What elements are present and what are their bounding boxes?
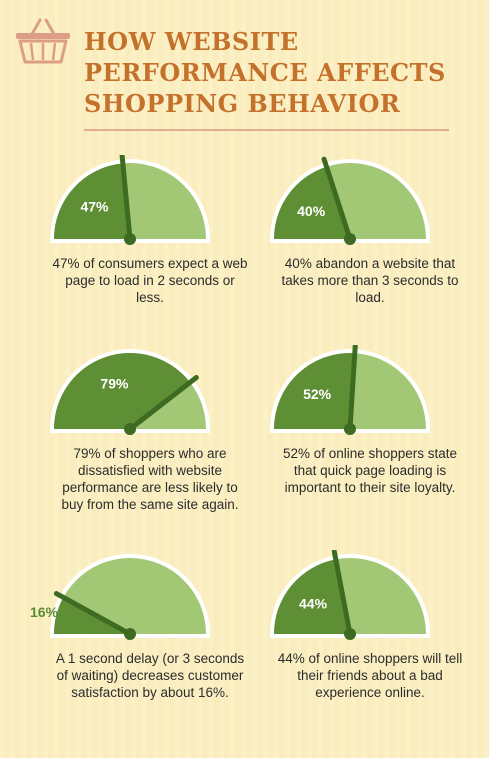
gauge-percent-label: 52% — [303, 386, 332, 402]
gauge-value-arc — [274, 559, 350, 634]
gauge-needle — [347, 345, 358, 432]
shopping-basket-icon — [16, 18, 70, 64]
gauge-percent-label: 47% — [80, 199, 109, 215]
gauge — [50, 554, 210, 640]
gauge: 40% — [270, 156, 430, 245]
gauge: 52% — [270, 345, 430, 435]
stat-caption: 47% of consumers expect a web page to lo… — [52, 256, 248, 305]
page-title: HOW WEBSITE PERFORMANCE AFFECTS SHOPPING… — [84, 27, 446, 118]
stat-caption: 44% of online shoppers will tell their f… — [277, 651, 463, 700]
gauge-percent-label: 44% — [299, 595, 328, 611]
gauge-value-arc — [54, 163, 130, 239]
gauge-pivot — [344, 628, 356, 640]
gauge-percent-label: 79% — [100, 376, 129, 392]
gauge-needle — [119, 155, 133, 242]
gauge-percent-label: 40% — [297, 203, 326, 219]
gauge-value-arc — [274, 353, 355, 429]
header: HOW WEBSITE PERFORMANCE AFFECTS SHOPPING… — [0, 0, 489, 135]
gauge: 47% — [50, 155, 210, 245]
stat-card: 44% 44% of online shoppers will tell the… — [270, 550, 489, 750]
gauge-pivot — [124, 233, 136, 245]
stat-card: 40% 40% abandon a website that takes mor… — [270, 155, 489, 355]
gauge-value-arc — [54, 353, 191, 429]
title-divider — [84, 129, 449, 131]
stat-card: A 1 second delay (or 3 seconds of waitin… — [50, 550, 270, 750]
stat-caption: 79% of shoppers who are dissatisfied wit… — [61, 446, 239, 512]
gauge-pivot — [344, 423, 356, 435]
gauge-needle — [127, 375, 199, 432]
stat-card: 52% 52% of online shoppers state that qu… — [270, 345, 489, 545]
gauge: 44% — [270, 550, 430, 640]
gauge-needle — [53, 591, 133, 637]
stat-card: 47% 47% of consumers expect a web page t… — [50, 155, 270, 355]
stat-caption: 40% abandon a website that takes more th… — [281, 256, 459, 305]
stat-card: 79% 79% of shoppers who are dissatisfied… — [50, 345, 270, 545]
gauge: 79% — [50, 349, 210, 435]
gauge-needle — [321, 156, 353, 242]
gauge-pivot — [124, 423, 136, 435]
stat-caption: 52% of online shoppers state that quick … — [282, 446, 458, 495]
gauge-pivot — [124, 628, 136, 640]
gauge-percent-label: 16% — [30, 604, 59, 620]
stat-caption: A 1 second delay (or 3 seconds of waitin… — [55, 651, 245, 700]
gauge-needle — [331, 550, 353, 637]
gauge-pivot — [344, 233, 356, 245]
